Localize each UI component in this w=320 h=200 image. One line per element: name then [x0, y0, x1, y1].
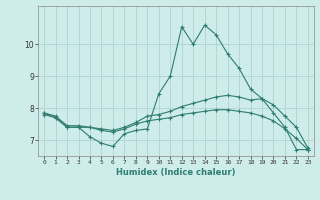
- X-axis label: Humidex (Indice chaleur): Humidex (Indice chaleur): [116, 168, 236, 177]
